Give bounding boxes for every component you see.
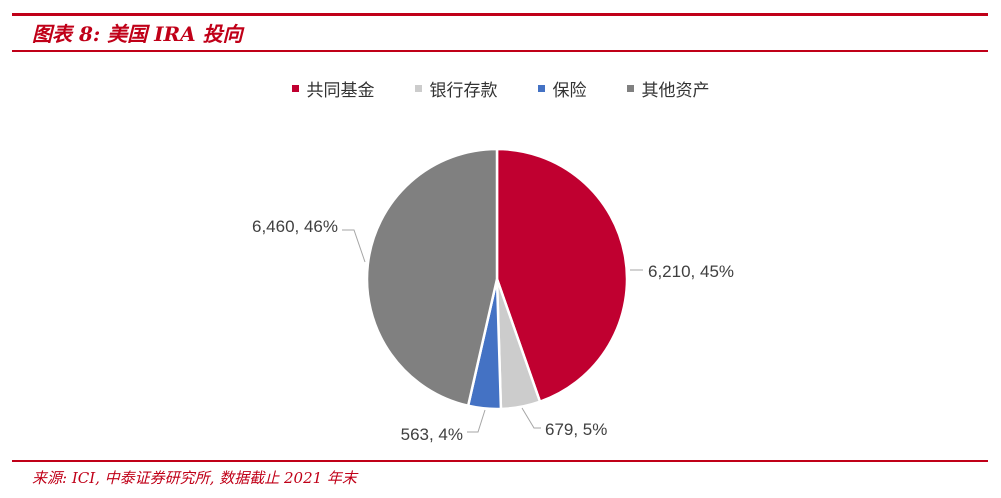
legend-swatch: [626, 85, 634, 92]
legend-label: 共同基金: [306, 81, 375, 101]
data-labels: 6,210, 45% 679, 5% 563, 4% 6,460, 46%: [252, 217, 734, 444]
source-note: 来源: ICI, 中泰证券研究所, 数据截止 2021 年末: [32, 469, 357, 487]
legend-label: 其他资产: [641, 81, 710, 101]
legend-label: 保险: [552, 81, 587, 101]
chart-legend: 共同基金 银行存款 保险 其他资产: [0, 76, 1001, 101]
bottom-rule: [12, 460, 988, 462]
data-label: 679, 5%: [545, 420, 607, 439]
legend-item-insurance: 保险: [537, 76, 587, 101]
legend-item-other-assets: 其他资产: [626, 76, 710, 101]
slice-other-assets: [365, 147, 499, 408]
legend-item-mutual-funds: 共同基金: [291, 76, 375, 101]
legend-swatch: [414, 85, 422, 92]
leader-lines: [342, 229, 643, 433]
figure-title: 图表 8: 美国 IRA 投向: [32, 22, 243, 46]
legend-swatch: [537, 85, 545, 92]
leader-line: [467, 409, 486, 433]
slice-mutual-funds: [495, 147, 629, 404]
leader-line: [521, 407, 541, 429]
legend-item-bank-deposits: 银行存款: [414, 76, 498, 101]
data-label: 563, 4%: [401, 425, 463, 444]
title-rule: [12, 50, 988, 52]
data-label: 6,460, 46%: [252, 217, 338, 236]
legend-label: 银行存款: [429, 81, 498, 101]
pie-slices: [365, 147, 629, 411]
top-rule: [12, 13, 988, 16]
legend-swatch: [291, 85, 299, 92]
data-label: 6,210, 45%: [648, 262, 734, 281]
leader-line: [342, 229, 366, 263]
